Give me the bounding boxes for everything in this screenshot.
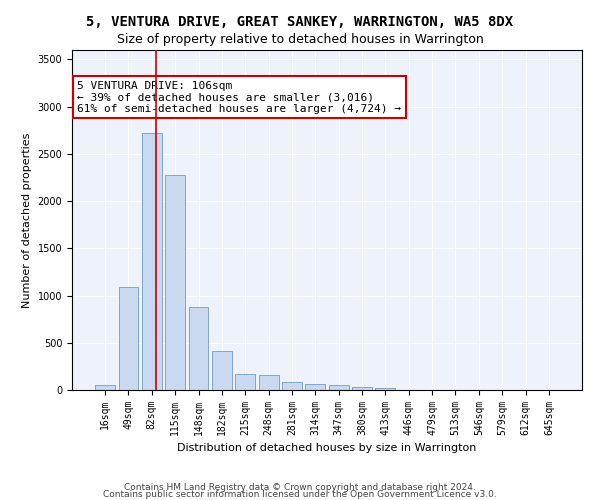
Bar xyxy=(235,374,255,390)
X-axis label: Distribution of detached houses by size in Warrington: Distribution of detached houses by size … xyxy=(178,444,476,454)
Text: Contains HM Land Registry data © Crown copyright and database right 2024.: Contains HM Land Registry data © Crown c… xyxy=(124,484,476,492)
Bar xyxy=(212,352,232,390)
Text: Contains public sector information licensed under the Open Government Licence v3: Contains public sector information licen… xyxy=(103,490,497,499)
Bar xyxy=(282,382,302,390)
Bar xyxy=(95,386,115,390)
Bar xyxy=(119,287,139,390)
Bar xyxy=(188,307,208,390)
Text: Size of property relative to detached houses in Warrington: Size of property relative to detached ho… xyxy=(116,32,484,46)
Bar xyxy=(305,384,325,390)
Bar xyxy=(142,133,162,390)
Bar xyxy=(329,386,349,390)
Y-axis label: Number of detached properties: Number of detached properties xyxy=(22,132,32,308)
Bar xyxy=(352,387,372,390)
Text: 5 VENTURA DRIVE: 106sqm
← 39% of detached houses are smaller (3,016)
61% of semi: 5 VENTURA DRIVE: 106sqm ← 39% of detache… xyxy=(77,80,401,114)
Bar xyxy=(376,388,395,390)
Text: 5, VENTURA DRIVE, GREAT SANKEY, WARRINGTON, WA5 8DX: 5, VENTURA DRIVE, GREAT SANKEY, WARRINGT… xyxy=(86,15,514,29)
Bar xyxy=(259,375,278,390)
Bar xyxy=(165,174,185,390)
